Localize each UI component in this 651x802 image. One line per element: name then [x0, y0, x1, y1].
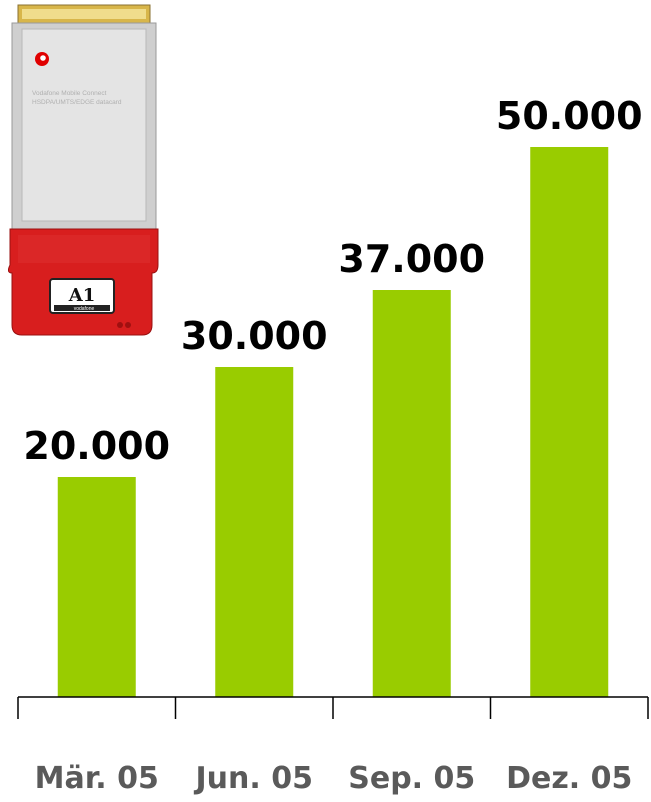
category-label-1: Mär. 05 — [35, 761, 159, 796]
bar-4 — [530, 147, 609, 697]
x-axis-ticks — [17, 697, 649, 719]
value-label-4: 50.000 — [496, 94, 643, 138]
bar-3 — [372, 290, 451, 697]
vodafone-logo-icon — [35, 52, 49, 66]
card-text-line1: Vodafone Mobile Connect — [32, 90, 107, 97]
value-label-2: 30.000 — [181, 314, 328, 358]
value-label-1: 20.000 — [23, 424, 170, 468]
badge-label: A1 — [68, 285, 96, 306]
bar-1 — [57, 477, 136, 697]
bar-2 — [215, 367, 294, 697]
datacard-image: Vodafone Mobile Connect HSDPA/UMTS/EDGE … — [8, 4, 159, 336]
category-label-2: Jun. 05 — [194, 761, 313, 796]
bars-group — [57, 147, 609, 697]
value-label-3: 37.000 — [338, 237, 485, 281]
category-labels-group: Mär. 05 Jun. 05 Sep. 05 Dez. 05 — [35, 761, 633, 796]
badge-brand: vodafone — [74, 306, 95, 312]
category-label-4: Dez. 05 — [506, 761, 632, 796]
category-label-3: Sep. 05 — [348, 761, 475, 796]
card-text-line2: HSDPA/UMTS/EDGE datacard — [32, 99, 122, 106]
a1-badge: A1 vodafone — [49, 278, 115, 314]
